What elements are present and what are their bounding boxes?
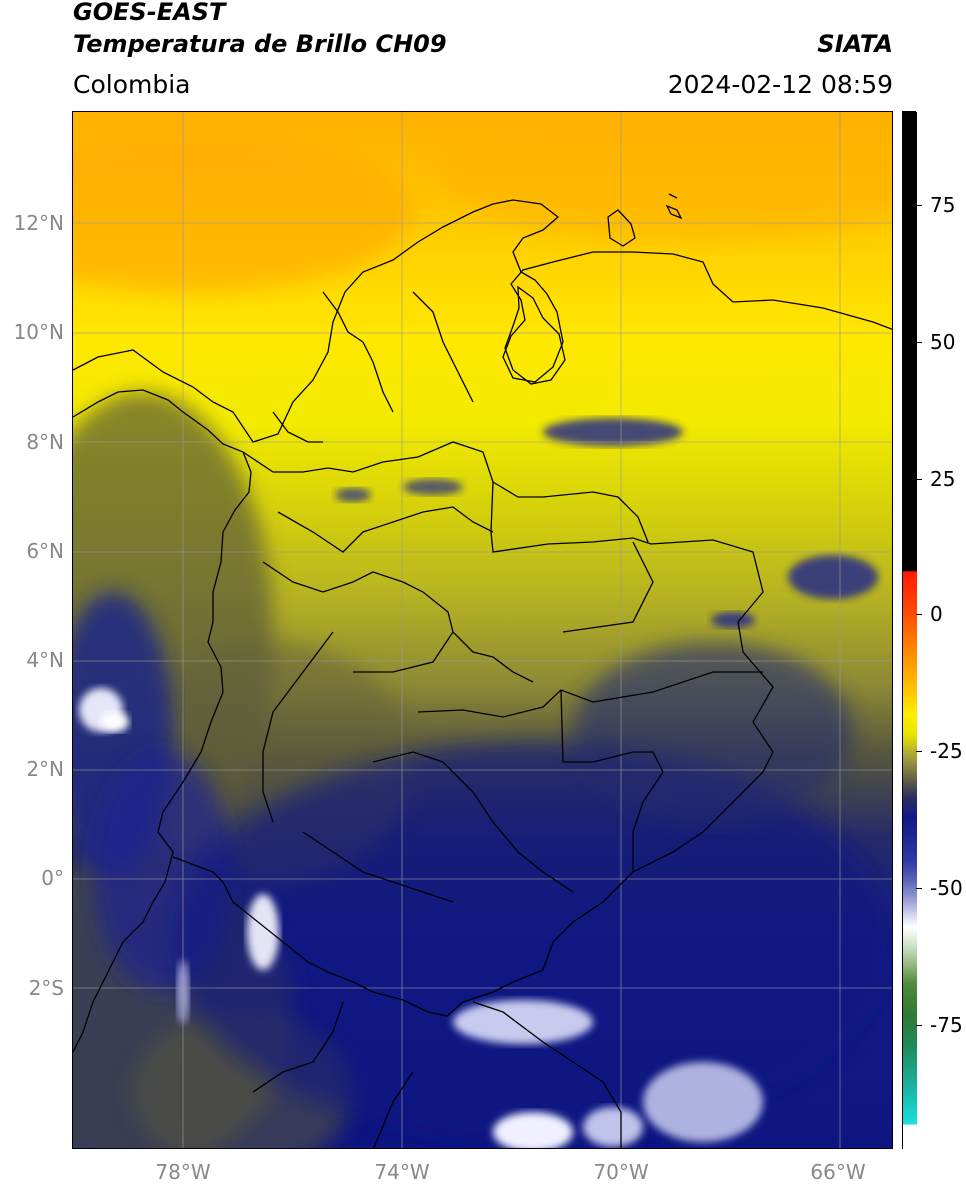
colorbar-tick-25: 25 (930, 467, 956, 491)
colorbar-tick-minus50: -50 (930, 876, 963, 900)
lat-label-2s: 2°S (28, 976, 64, 1000)
lat-label-10n: 10°N (13, 320, 64, 344)
colorbar-tick-75: 75 (930, 193, 956, 217)
lon-label-66w: 66°W (810, 1160, 866, 1184)
lat-label-12n: 12°N (13, 211, 64, 235)
timestamp-label: 2024-02-12 08:59 (667, 70, 893, 99)
colorbar-tick-mark (916, 751, 922, 752)
region-label: Colombia (73, 70, 191, 99)
colorbar-tick-0: 0 (930, 602, 943, 626)
satellite-image (73, 112, 892, 1148)
colorbar-tick-mark (916, 614, 922, 615)
colorbar-tick-mark (916, 888, 922, 889)
lon-label-74w: 74°W (374, 1160, 430, 1184)
colorbar (902, 111, 917, 1150)
lon-label-78w: 78°W (155, 1160, 211, 1184)
lat-label-2n: 2°N (26, 757, 64, 781)
lat-label-4n: 4°N (26, 648, 64, 672)
title-product: Temperatura de Brillo CH09 (73, 30, 447, 58)
graticule (73, 112, 892, 1148)
lon-label-70w: 70°W (593, 1160, 649, 1184)
lat-label-6n: 6°N (26, 539, 64, 563)
colorbar-tick-50: 50 (930, 330, 956, 354)
lat-label-0: 0° (41, 866, 64, 890)
title-satellite: GOES-EAST (73, 0, 226, 26)
brand-label: SIATA (817, 30, 893, 58)
map-panel[interactable] (72, 111, 893, 1149)
colorbar-tick-mark (916, 205, 922, 206)
colorbar-tick-mark (916, 342, 922, 343)
colorbar-tick-minus75: -75 (930, 1013, 963, 1037)
colorbar-tick-mark (916, 1025, 922, 1026)
coastlines-borders (73, 193, 892, 1148)
lat-label-8n: 8°N (26, 430, 64, 454)
colorbar-tick-minus25: -25 (930, 739, 963, 763)
colorbar-tick-mark (916, 479, 922, 480)
